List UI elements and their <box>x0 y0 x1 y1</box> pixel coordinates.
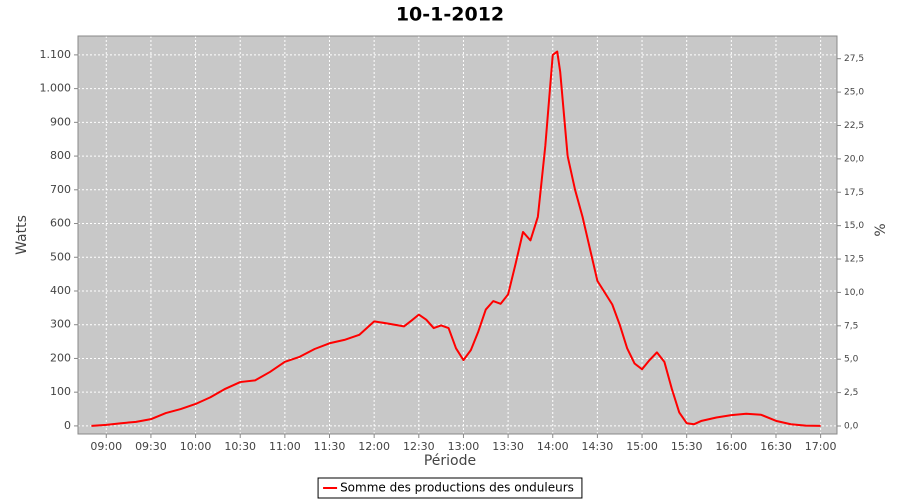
y-tick-label: 0 <box>64 419 71 432</box>
y2-tick-label: 5,0 <box>844 355 859 365</box>
y2-tick-label: 2,5 <box>844 388 858 398</box>
y-tick-label: 200 <box>50 351 71 364</box>
y-tick-label: 300 <box>50 318 71 331</box>
x-tick-label: 16:00 <box>715 440 747 453</box>
y-tick-label: 700 <box>50 183 71 196</box>
x-tick-label: 15:30 <box>671 440 703 453</box>
data-line <box>91 50 821 427</box>
x-axis-label: Période <box>424 453 476 469</box>
y2-tick-label: 22,5 <box>844 121 864 131</box>
legend: Somme des productions des onduleurs <box>317 477 583 499</box>
plot-area <box>77 35 838 435</box>
y-tick-label: 500 <box>50 250 71 263</box>
y-tick-label: 400 <box>50 284 71 297</box>
x-tick-label: 13:30 <box>492 440 524 453</box>
y2-tick-label: 10,0 <box>844 288 864 298</box>
x-tick-label: 12:00 <box>358 440 390 453</box>
y2-tick-label: 15,0 <box>844 221 864 231</box>
y2-tick-label: 27,5 <box>844 54 864 64</box>
x-tick-label: 16:30 <box>760 440 792 453</box>
y2-tick-label: 25,0 <box>844 88 864 98</box>
y-tick-label: 600 <box>50 217 71 230</box>
legend-text: Somme des productions des onduleurs <box>340 481 574 495</box>
y2-tick-label: 17,5 <box>844 188 864 198</box>
x-tick-label: 14:00 <box>537 440 569 453</box>
x-tick-label: 13:00 <box>448 440 480 453</box>
y2-tick-label: 0,0 <box>844 421 859 431</box>
y2-tick-label: 20,0 <box>844 154 864 164</box>
y-tick-label: 900 <box>50 115 71 128</box>
x-tick-label: 10:30 <box>224 440 256 453</box>
x-tick-label: 12:30 <box>403 440 435 453</box>
y-tick-label: 800 <box>50 149 71 162</box>
x-tick-label: 11:30 <box>314 440 346 453</box>
y2-tick-label: 7,5 <box>844 321 858 331</box>
x-tick-label: 09:00 <box>90 440 122 453</box>
x-tick-label: 14:30 <box>582 440 614 453</box>
legend-box <box>317 477 583 499</box>
y-tick-label: 100 <box>50 385 71 398</box>
x-tick-label: 11:00 <box>269 440 301 453</box>
y-axis-label: Watts <box>14 215 30 255</box>
chart-title: 10-1-2012 <box>396 4 504 26</box>
x-tick-label: 17:00 <box>805 440 837 453</box>
x-tick-label: 09:30 <box>135 440 167 453</box>
y2-axis-label: % <box>873 223 889 236</box>
x-tick-label: 10:00 <box>180 440 212 453</box>
y-tick-label: 1.000 <box>40 82 72 95</box>
y2-tick-label: 12,5 <box>844 255 864 265</box>
y-tick-label: 1.100 <box>40 48 72 61</box>
x-tick-label: 15:00 <box>626 440 658 453</box>
plot-frame <box>77 35 838 435</box>
